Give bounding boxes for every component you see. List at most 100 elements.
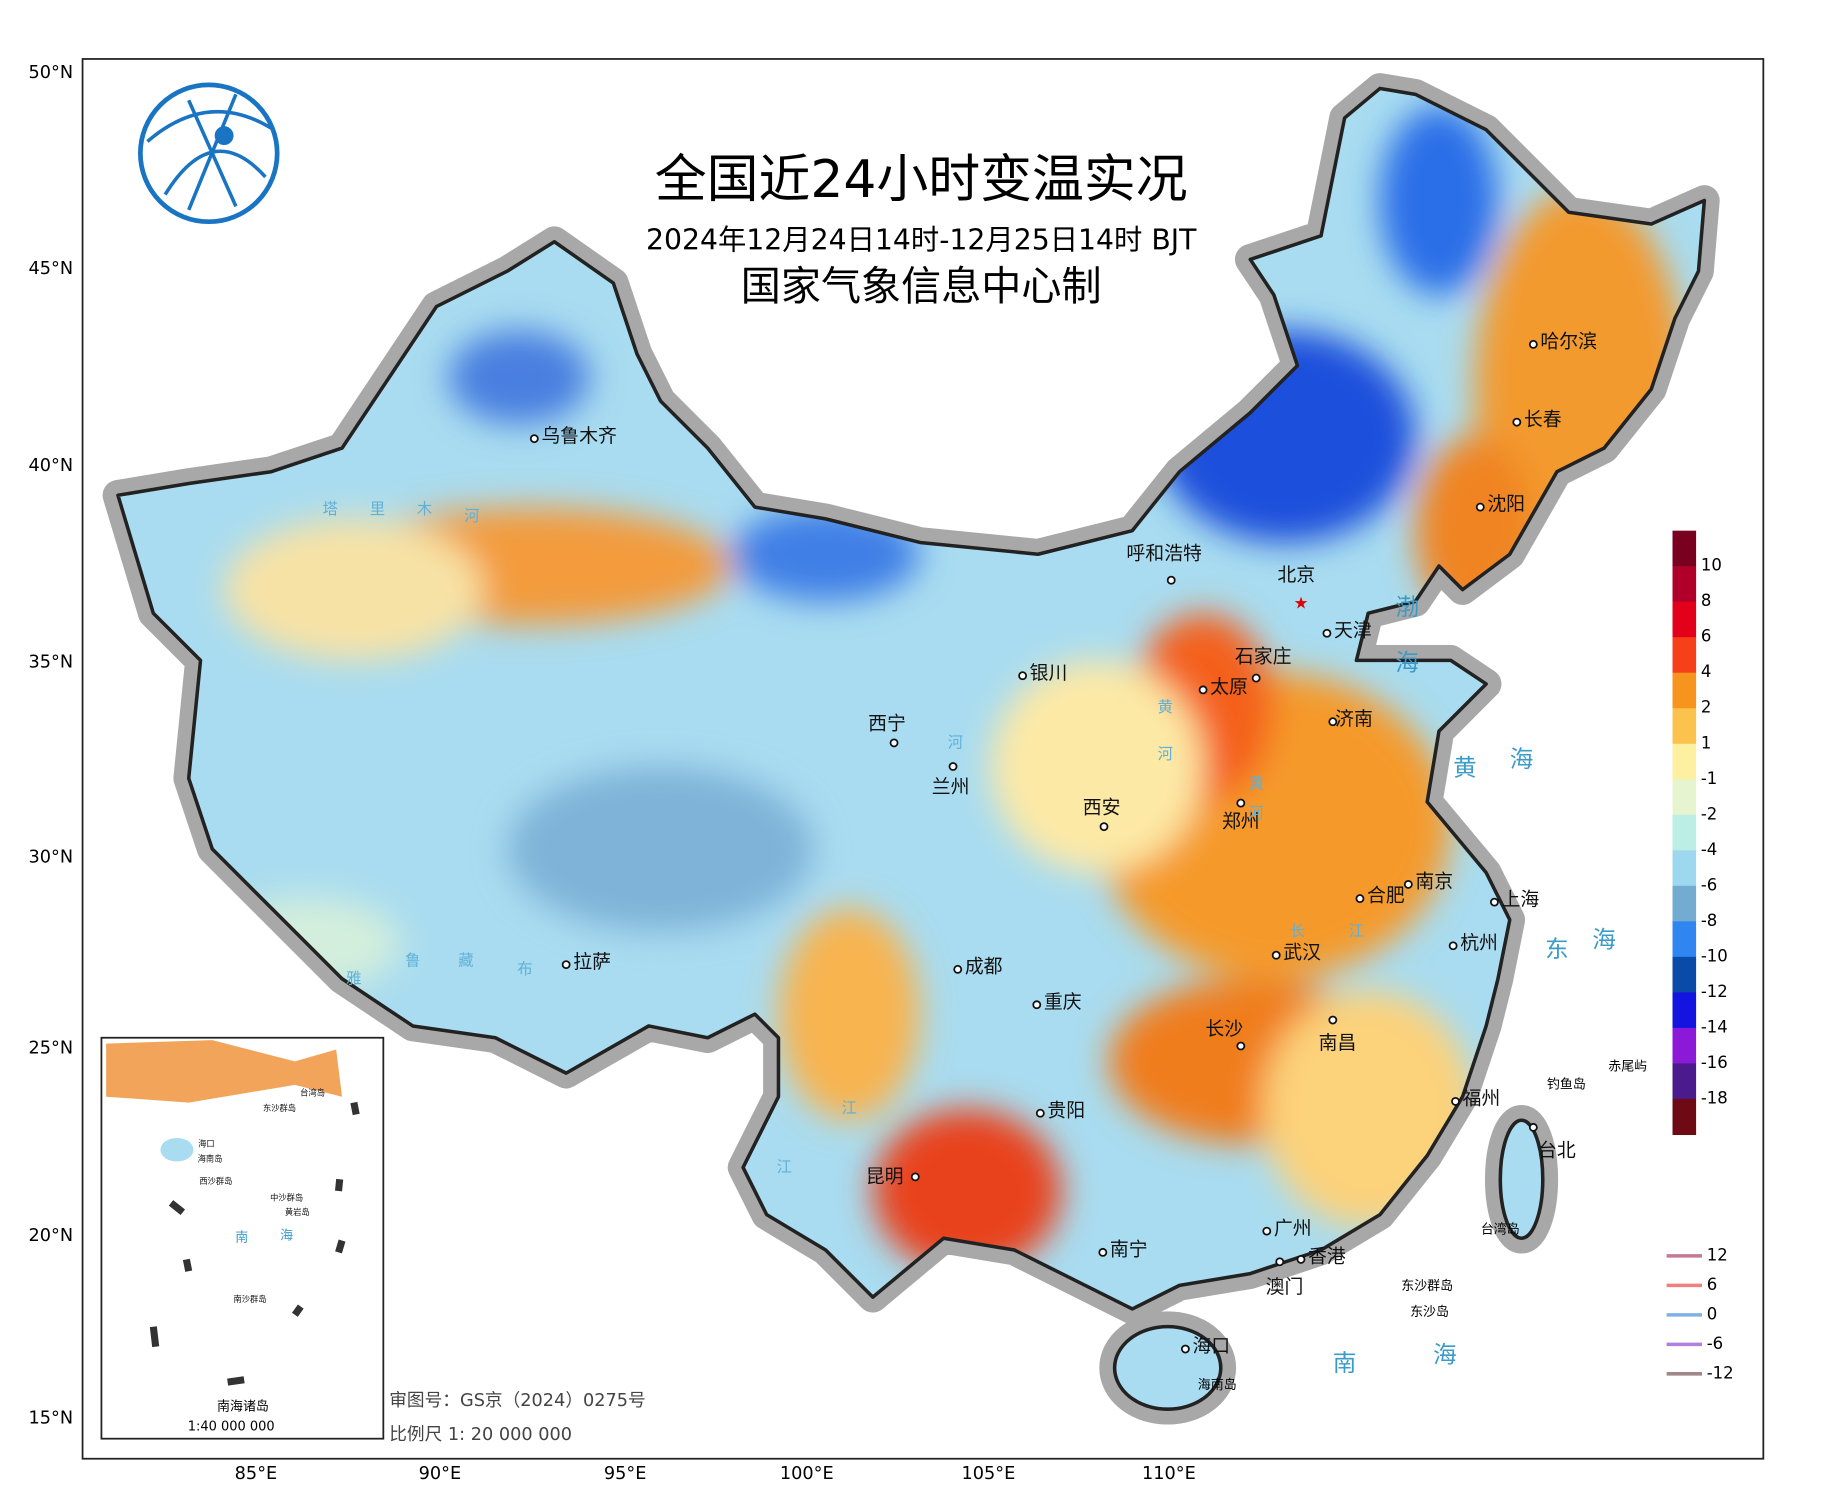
sea-label: 黄 — [1453, 753, 1477, 781]
colorbar-label: 10 — [1701, 556, 1722, 575]
river-label: 河 — [1158, 745, 1173, 763]
river-label: 河 — [1248, 804, 1263, 822]
city-dot — [1448, 941, 1458, 951]
island-label: 赤尾屿 — [1608, 1060, 1647, 1075]
river-label: 黄 — [1158, 698, 1173, 716]
city-dot — [1328, 717, 1338, 727]
lon-label: 105°E — [962, 1464, 1016, 1484]
city-dot — [1275, 1257, 1285, 1267]
island-label: 海南岛 — [1198, 1377, 1237, 1393]
colorbar-label: -1 — [1701, 769, 1717, 788]
colorbar-box — [1672, 672, 1697, 709]
city-dot — [1403, 880, 1413, 889]
sea-label: 渤 — [1395, 593, 1419, 621]
city-dot — [561, 960, 571, 970]
contour-label: 0 — [1707, 1304, 1718, 1323]
city-label: 天津 — [1334, 619, 1372, 641]
colorbar-label: 4 — [1701, 662, 1712, 681]
colorbar-label: -18 — [1701, 1088, 1728, 1107]
city-dot — [1328, 1015, 1338, 1025]
river-label: 木 — [417, 500, 432, 518]
colorbar-box — [1672, 637, 1697, 674]
lat-label: 20°N — [29, 1226, 74, 1246]
city-dot — [1528, 1122, 1538, 1132]
inset-label: 西沙群岛 — [199, 1176, 232, 1186]
sea-label: 海 — [1433, 1341, 1457, 1369]
colorbar-box — [1672, 885, 1697, 922]
inset-scale: 1:40 000 000 — [188, 1419, 275, 1434]
sea-label: 海 — [1592, 926, 1616, 954]
colorbar-label: -12 — [1701, 982, 1728, 1001]
sea-label: 东 — [1545, 935, 1569, 963]
city-dot — [1262, 1226, 1272, 1236]
river-label: 里 — [370, 500, 385, 518]
river-label: 鲁 — [405, 952, 420, 970]
city-label: 拉萨 — [573, 951, 611, 973]
sea-label: 南 — [1333, 1349, 1357, 1377]
contour-label: 6 — [1707, 1275, 1718, 1294]
city-label: 长沙 — [1205, 1018, 1243, 1040]
lat-label: 50°N — [29, 63, 74, 83]
lat-label: 35°N — [29, 653, 74, 673]
lon-label: 100°E — [780, 1464, 834, 1484]
inset-label: 南 — [235, 1230, 248, 1246]
capital-star: ★ — [1294, 593, 1309, 612]
colorbar-box — [1672, 743, 1697, 780]
river-label: 藏 — [458, 952, 473, 970]
city-label: 长春 — [1524, 408, 1562, 430]
colorbar-box — [1672, 708, 1697, 745]
map-frame — [81, 58, 1765, 1460]
approval: 审图号：GS京（2024）0275号 — [389, 1390, 645, 1411]
river-label: 河 — [464, 507, 479, 525]
city-dot — [1475, 502, 1485, 512]
island-label: 台湾岛 — [1481, 1221, 1520, 1237]
colorbar-label: -14 — [1701, 1017, 1728, 1036]
city-label: 南昌 — [1319, 1032, 1357, 1054]
city-label: 台北 — [1538, 1139, 1576, 1161]
city-dot — [1451, 1096, 1460, 1106]
city-dot — [1032, 1000, 1042, 1010]
city-label: 贵阳 — [1047, 1099, 1085, 1121]
city-label: 上海 — [1501, 888, 1539, 910]
colorbar-label: 8 — [1701, 591, 1712, 610]
island-label: 东沙群岛 — [1401, 1278, 1453, 1294]
lat-label: 15°N — [29, 1409, 74, 1429]
city-label: 北京 — [1277, 564, 1315, 586]
colorbar-box — [1672, 921, 1697, 958]
city-dot — [1528, 339, 1538, 349]
river-label: 塔 — [323, 500, 338, 518]
river-label: 长 — [1290, 922, 1305, 940]
city-label: 海口 — [1192, 1335, 1230, 1357]
city-dot — [953, 964, 963, 974]
city-dot — [1296, 1255, 1306, 1264]
city-label: 兰州 — [932, 776, 970, 798]
colorbar-box — [1672, 956, 1697, 993]
city-label: 石家庄 — [1235, 645, 1292, 667]
city-label: 银川 — [1030, 662, 1068, 684]
city-dot — [1251, 673, 1261, 683]
colorbar-label: 1 — [1701, 733, 1712, 752]
river-label: 雅 — [346, 969, 361, 987]
river-label: 江 — [842, 1099, 857, 1117]
city-label: 南宁 — [1110, 1239, 1148, 1261]
city-dot — [1355, 894, 1365, 904]
city-dot — [1271, 950, 1281, 960]
city-dot — [1180, 1344, 1190, 1354]
city-dot — [1236, 798, 1246, 808]
inset-title: 南海诸岛 — [217, 1398, 269, 1414]
colorbar-box — [1672, 992, 1697, 1029]
inset-label: 东沙群岛 — [263, 1103, 296, 1113]
city-label: 沈阳 — [1487, 493, 1525, 515]
island-label: 钓鱼岛 — [1547, 1076, 1586, 1092]
scale: 比例尺 1: 20 000 000 — [389, 1424, 572, 1445]
inset-dashes — [149, 1101, 360, 1386]
river-label: 河 — [948, 733, 963, 751]
river-label: 江 — [777, 1158, 792, 1176]
inset-hainan — [160, 1137, 194, 1162]
labels: 50°N 45°N 40°N 35°N 30°N 25°N 20°N 15°N 85°E 90°E… — [29, 63, 1734, 1484]
city-dot — [1489, 897, 1499, 907]
city-dot — [1236, 1041, 1246, 1051]
colorbar-box — [1672, 566, 1697, 603]
colorbar-label: -4 — [1701, 840, 1717, 859]
inset-label: 海南岛 — [198, 1154, 223, 1164]
